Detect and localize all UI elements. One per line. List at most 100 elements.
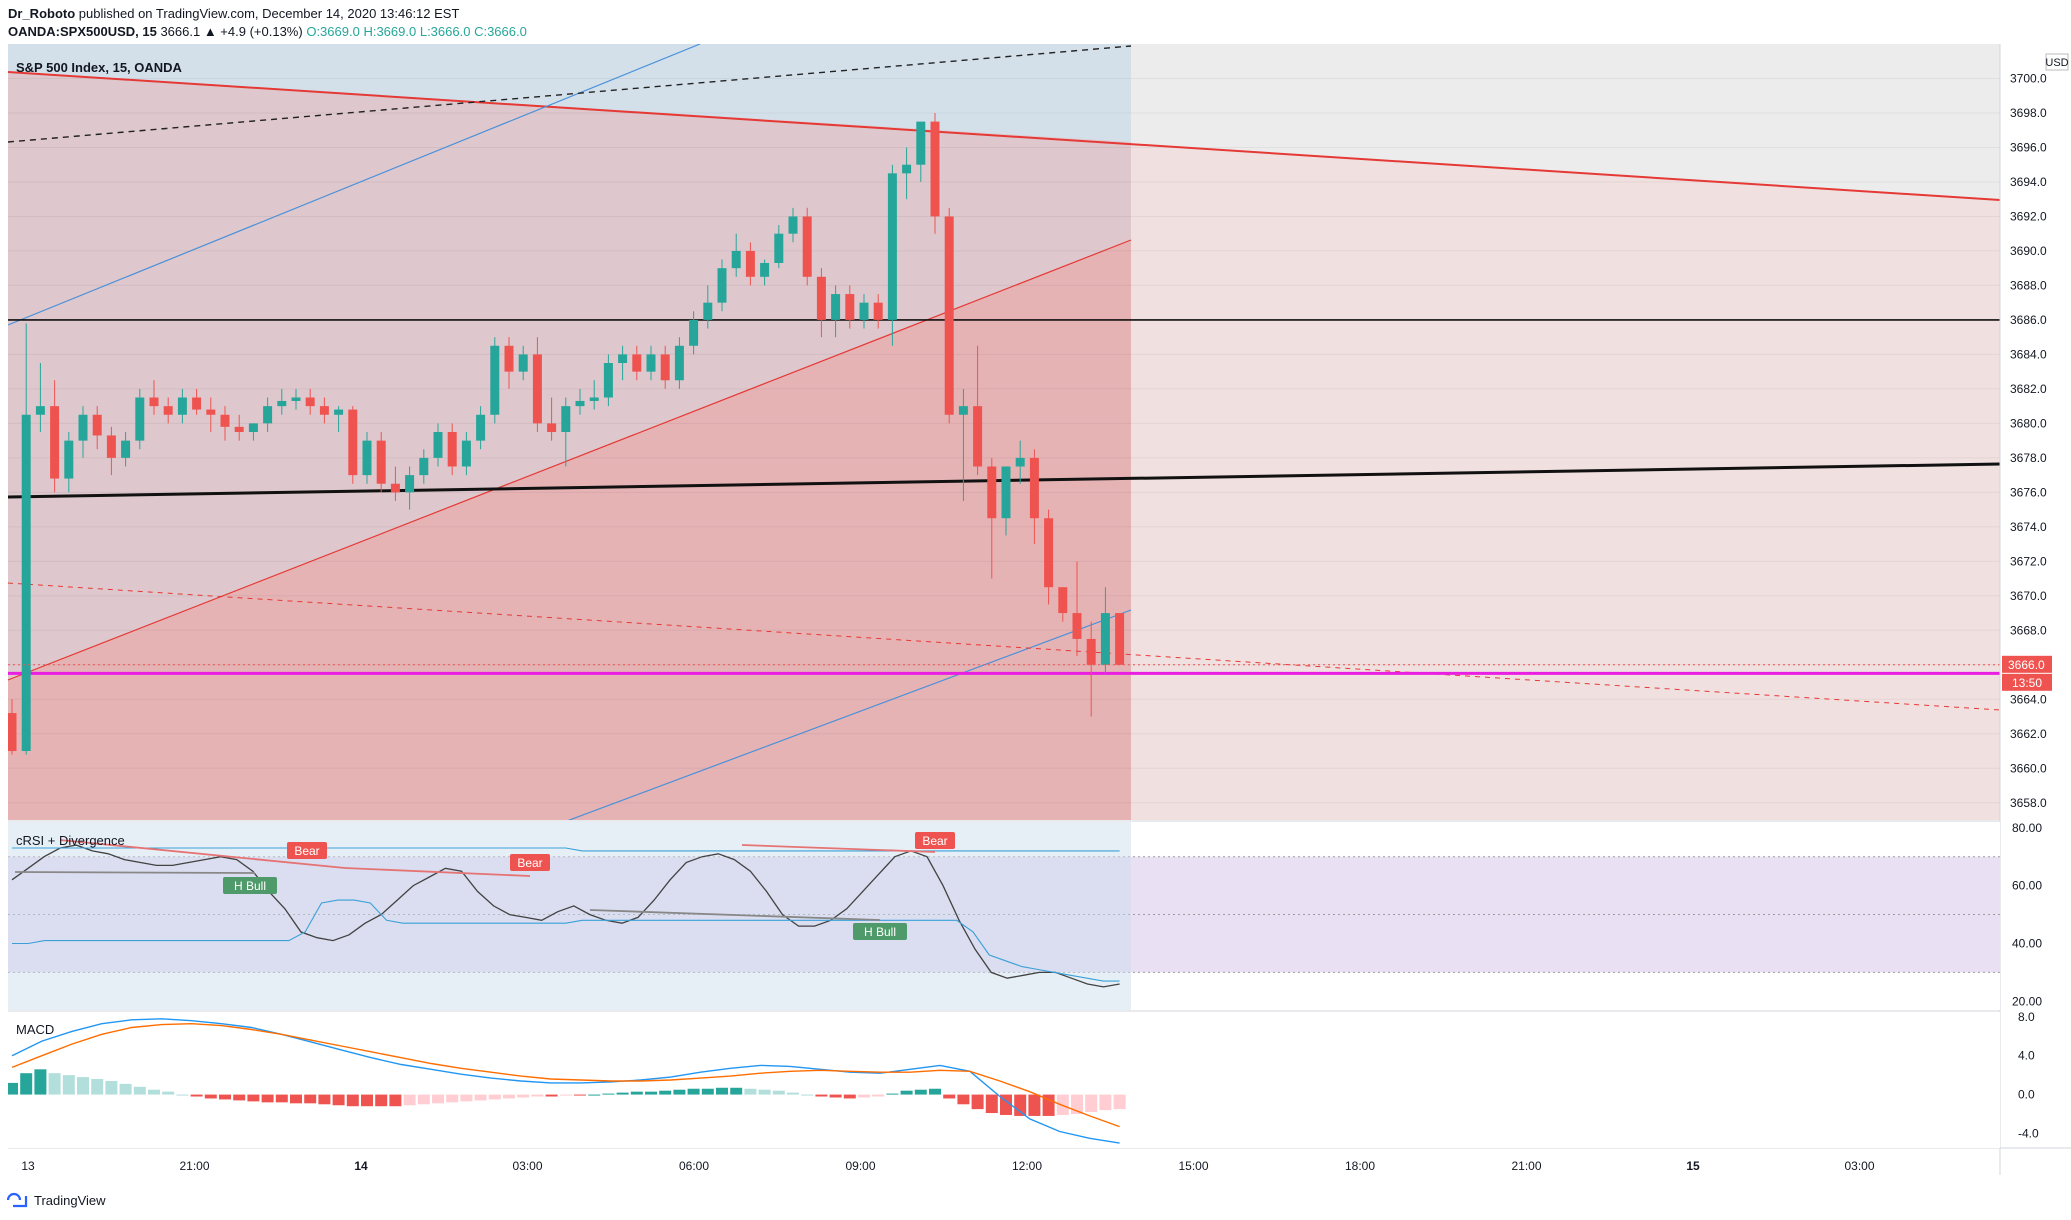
divergence-line	[59, 839, 346, 869]
chart-canvas[interactable]: S&P 500 Index, 15, OANDA 3658.0 3660.0 366…	[0, 0, 2071, 1190]
divergence-line	[344, 867, 531, 877]
macd-histogram-bar	[62, 1075, 75, 1095]
macd-histogram-bar	[872, 1094, 885, 1097]
candle-body	[433, 432, 443, 458]
candle-body	[859, 302, 869, 320]
macd-histogram-bar	[545, 1094, 558, 1097]
divergence-line	[589, 909, 881, 921]
macd-histogram-bar	[914, 1089, 927, 1095]
divergence-line	[14, 871, 256, 874]
candle-body	[149, 397, 159, 407]
macd-histogram-bar	[219, 1094, 231, 1100]
macd-histogram-bar	[858, 1094, 870, 1098]
candle-body	[504, 345, 514, 372]
price-tick-label: 3690.0	[2010, 244, 2047, 258]
macd-histogram-bar	[233, 1094, 246, 1101]
macd-pane[interactable]: MACD	[6, 1012, 2000, 1148]
macd-histogram-bar	[432, 1094, 444, 1104]
rsi-axis: 20.00 40.00 60.00 80.00	[2012, 821, 2042, 1009]
price-tick-label: 3662.0	[2010, 727, 2047, 741]
macd-histogram-bar	[20, 1073, 33, 1095]
last-change: 3666.1 ▲ +4.9 (+0.13%)	[160, 24, 303, 39]
candle-body	[703, 302, 713, 320]
dashed-upper-line[interactable]	[8, 45, 1132, 143]
macd-tick-label: -4.0	[2018, 1126, 2039, 1140]
candles[interactable]	[8, 112, 1125, 755]
macd-histogram-bar	[332, 1094, 345, 1106]
divergence-tag	[915, 832, 955, 849]
price-tick-label: 3688.0	[2010, 278, 2047, 292]
macd-histogram-bar	[758, 1089, 771, 1095]
macd-histogram-bar	[1014, 1094, 1027, 1116]
macd-histogram-bar	[701, 1088, 714, 1095]
candle-body	[192, 397, 202, 410]
candle-body	[1115, 613, 1125, 665]
candle-body	[958, 406, 968, 415]
macd-histogram-bar	[361, 1094, 373, 1107]
legend-title: S&P 500 Index, 15, OANDA	[16, 60, 183, 75]
rsi-lower-band-line	[12, 899, 1120, 982]
candle-body	[376, 440, 386, 484]
macd-histogram-bar	[119, 1083, 132, 1095]
candle-body	[717, 268, 727, 303]
resistance-trendline[interactable]	[8, 71, 2000, 201]
price-tick-label: 3678.0	[2010, 451, 2047, 465]
rising-channel-zone	[8, 240, 1131, 820]
macd-histogram-bar	[801, 1094, 814, 1096]
macd-histogram-bar	[985, 1094, 998, 1114]
price-tags: 3666.0 13:50	[8, 655, 2052, 691]
price-tick-label: 3676.0	[2010, 485, 2047, 499]
main-pane[interactable]: S&P 500 Index, 15, OANDA	[8, 44, 2001, 1030]
footer-brand[interactable]: TradingView	[6, 1192, 106, 1208]
candle-body	[760, 263, 770, 277]
macd-histogram-bar	[659, 1090, 672, 1095]
macd-histogram-bar	[389, 1094, 402, 1107]
candle-body	[1029, 457, 1039, 519]
macd-histogram-bar	[190, 1094, 203, 1097]
candle-body	[461, 440, 471, 467]
candle-body	[1044, 518, 1054, 588]
candle-body	[788, 216, 798, 234]
candle-body	[135, 397, 145, 441]
channel-mid-line[interactable]	[8, 239, 1132, 681]
macd-histogram-bar	[417, 1094, 430, 1105]
candle-body	[277, 400, 287, 407]
candle-body	[177, 397, 187, 415]
macd-histogram-bar	[744, 1088, 757, 1095]
macd-histogram-bar	[574, 1094, 586, 1096]
price-axis[interactable]: 3658.0 3660.0 3662.0 3664.0 3666.0 3668.0 3670…	[2010, 71, 2047, 809]
descending-zone-overlap	[8, 72, 1131, 820]
candle-body	[50, 406, 60, 479]
macd-histogram-bar	[1113, 1094, 1126, 1110]
candle-body	[902, 164, 912, 174]
rsi-pane[interactable]: Bear Bear Bear H Bull H Bull cRSI + Divergen…	[8, 822, 2000, 1010]
macd-histogram-bar	[346, 1094, 359, 1107]
horizontal-levels[interactable]	[8, 319, 2000, 675]
rsi-divergences[interactable]: Bear Bear Bear H Bull H Bull	[14, 832, 955, 940]
candle-body	[973, 406, 983, 467]
macd-histogram-bar	[602, 1093, 615, 1095]
macd-histogram-bar	[105, 1080, 118, 1095]
candle-body	[561, 406, 571, 432]
candle-body	[35, 406, 45, 415]
publisher-name[interactable]: Dr_Roboto	[8, 6, 76, 21]
time-axis[interactable]: 13 21:00 14 03:00 06:00 09:00 12:00 15:00 18:00 2…	[21, 1159, 1875, 1173]
divergence-label: Bear	[294, 844, 319, 858]
time-tick-label: 15:00	[1178, 1159, 1208, 1173]
rsi-band	[8, 856, 2000, 973]
currency-box[interactable]	[2045, 53, 2069, 71]
candle-body	[930, 121, 940, 217]
dashed-lower-line[interactable]	[8, 582, 2000, 711]
macd-histogram-bar	[375, 1094, 388, 1107]
channel-lower-line[interactable]	[8, 609, 1132, 1030]
price-tick-label: 3658.0	[2010, 796, 2047, 810]
price-tick-label: 3674.0	[2010, 520, 2047, 534]
macd-histogram-bar	[815, 1094, 828, 1097]
candle-body	[476, 414, 486, 441]
channel-upper-line[interactable]	[8, 44, 701, 326]
candle-body	[234, 426, 244, 432]
candle-body	[632, 354, 642, 372]
candle-body	[447, 432, 457, 467]
price-tick-label: 3696.0	[2010, 140, 2047, 154]
ohlc-close: C:3666.0	[474, 24, 527, 39]
